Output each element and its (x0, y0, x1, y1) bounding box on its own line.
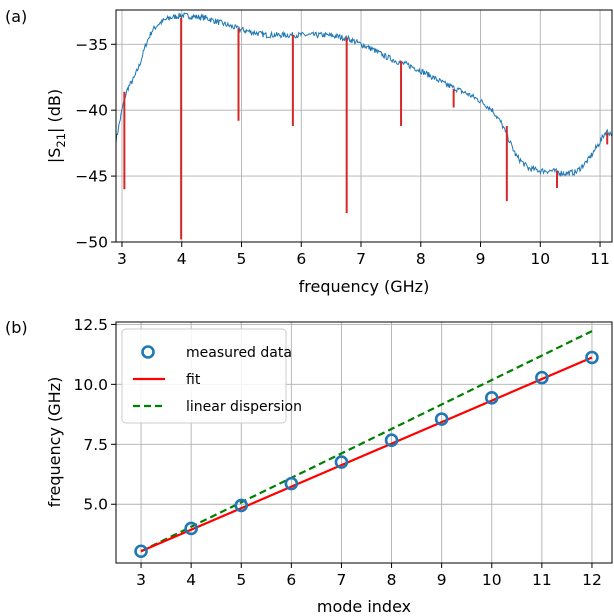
s21-trace (116, 12, 612, 178)
panel-b-y-ticks: 5.0 7.5 10.0 12.5 (73, 316, 116, 514)
legend-marker-measured (141, 345, 155, 359)
panel-b-frame (115, 321, 613, 564)
panel-b-plot-area (134, 330, 599, 559)
legend-label-fit: fit (186, 372, 201, 388)
panel-a-x-ticks: 3 4 5 6 7 8 9 10 11 (117, 242, 610, 268)
measured-data-point (384, 433, 399, 448)
y-title-subscript: 21 (54, 133, 68, 148)
panel-a-y-tick-label: −50 (75, 234, 108, 252)
panel-a-frame (115, 9, 613, 243)
panel-a-x-tick-label: 6 (296, 250, 306, 268)
panel-b-y-tick-label: 10.0 (73, 376, 108, 394)
panel-b-x-tick-label: 7 (337, 571, 347, 589)
panel-a-x-tick-label: 9 (476, 250, 486, 268)
panel-b-y-tick-label: 5.0 (83, 496, 108, 514)
panel-a-x-tick-label: 5 (237, 250, 247, 268)
measured-data-point (334, 455, 349, 469)
panel-a-y-tick-label: −45 (75, 168, 108, 186)
y-title-tail: | (dB) (45, 89, 64, 133)
measured-data-point (284, 476, 299, 491)
legend-box (121, 328, 287, 424)
measured-data-point (484, 390, 499, 405)
panel-a-x-axis-title: frequency (GHz) (299, 277, 430, 296)
panel-b-x-tick-label: 6 (286, 571, 296, 589)
panel-b-y-axis-title: frequency (GHz) (45, 377, 64, 508)
legend: measured data fit linear dispersion (121, 328, 302, 424)
measured-data-point (134, 544, 148, 559)
panel-a-plot-area (116, 12, 612, 240)
panel-a-y-ticks: −50 −45 −40 −35 (75, 36, 116, 252)
panel-a-x-tick-label: 4 (177, 250, 187, 268)
panel-b-x-tick-label: 5 (236, 571, 246, 589)
y-title-main: |S (45, 148, 64, 164)
linear-dispersion-line (140, 330, 593, 553)
panel-a-x-tick-label: 8 (416, 250, 426, 268)
measured-data-point (434, 412, 449, 426)
panel-b-label: (b) (5, 318, 28, 337)
measured-data-point (585, 350, 599, 365)
panel-a-y-tick-label: −35 (75, 36, 108, 54)
measured-data-point (535, 370, 549, 385)
measured-data-point (184, 521, 198, 536)
panel-a-grid (116, 10, 612, 243)
panel-b-x-tick-label: 3 (136, 571, 146, 589)
legend-label-measured: measured data (186, 345, 292, 361)
panel-b-x-tick-label: 10 (482, 571, 502, 589)
panel-b-y-tick-label: 12.5 (73, 316, 108, 334)
panel-b-x-tick-label: 4 (186, 571, 196, 589)
panel-a-x-tick-label: 7 (356, 250, 366, 268)
legend-label-linear-dispersion: linear dispersion (186, 399, 302, 415)
panel-a-x-tick-label: 11 (590, 250, 610, 268)
panel-b-x-axis-title: mode index (317, 597, 411, 616)
panel-b-x-ticks: 3 4 5 6 7 8 9 10 11 12 (136, 563, 602, 589)
panel-b-x-tick-label: 12 (582, 571, 602, 589)
panel-b-x-tick-label: 8 (387, 571, 397, 589)
panel-b-x-tick-label: 9 (437, 571, 447, 589)
measured-data-point (234, 498, 249, 513)
fit-line (140, 356, 593, 553)
panel-b-y-tick-label: 7.5 (83, 436, 108, 454)
panel-a: (a) 3 4 5 6 7 8 9 10 11 −50 −45 −40 −35 frequency (… (5, 7, 613, 296)
panel-a-x-tick-label: 3 (117, 250, 127, 268)
panel-a-x-tick-label: 10 (530, 250, 550, 268)
panel-b-x-tick-label: 11 (532, 571, 552, 589)
panel-a-y-tick-label: −40 (75, 102, 108, 120)
panel-b: (b) 3 4 5 6 7 8 9 10 11 12 5.0 7.5 10.0 12.5 mode in… (5, 316, 613, 616)
panel-a-y-axis-title: |S21| (dB) (45, 89, 68, 163)
panel-a-label: (a) (5, 7, 27, 26)
